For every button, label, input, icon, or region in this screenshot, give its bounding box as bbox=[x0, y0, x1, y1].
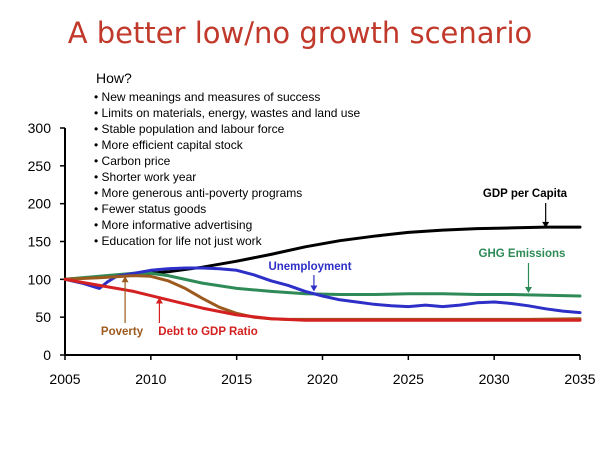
annotation-arrowhead bbox=[310, 285, 318, 292]
x-tick-label: 2020 bbox=[307, 371, 338, 387]
series-label-unemployment: Unemployment bbox=[268, 261, 351, 273]
x-tick-label: 2005 bbox=[49, 371, 80, 387]
series-line-ghg bbox=[63, 271, 582, 298]
y-tick-label: 200 bbox=[28, 196, 52, 212]
how-heading: How? bbox=[96, 70, 132, 86]
how-item: Shorter work year bbox=[94, 169, 360, 185]
series-label-poverty: Poverty bbox=[101, 326, 144, 338]
annotation-arrowhead bbox=[542, 221, 550, 228]
y-tick-label: 250 bbox=[28, 158, 52, 174]
series-label-ghg: GHG Emissions bbox=[479, 248, 566, 260]
y-tick-label: 150 bbox=[28, 234, 52, 250]
y-tick-label: 0 bbox=[43, 347, 51, 363]
how-list: New meanings and measures of success Lim… bbox=[94, 89, 361, 249]
how-item: Education for life not just work bbox=[94, 233, 360, 249]
how-item: Limits on materials, energy, wastes and … bbox=[94, 105, 361, 121]
y-tick-label: 50 bbox=[35, 309, 51, 325]
how-item: More informative advertising bbox=[94, 217, 360, 233]
x-tick-label: 2015 bbox=[221, 371, 252, 387]
x-tick-label: 2025 bbox=[393, 371, 424, 387]
series-label-gdp: GDP per Capita bbox=[483, 188, 568, 200]
how-item: Fewer status goods bbox=[94, 201, 360, 217]
series-line-debt bbox=[63, 277, 582, 322]
series-label-debt: Debt to GDP Ratio bbox=[158, 326, 257, 338]
how-item: More generous anti-poverty programs bbox=[94, 185, 360, 201]
annotation-arrowhead bbox=[525, 286, 532, 293]
how-item: Carbon price bbox=[94, 153, 360, 169]
series-line-unemployment bbox=[63, 266, 582, 315]
x-tick-label: 2030 bbox=[479, 371, 510, 387]
y-tick-label: 300 bbox=[28, 120, 52, 136]
how-item: Stable population and labour force bbox=[94, 121, 360, 137]
x-tick-label: 2010 bbox=[135, 371, 166, 387]
annotation-arrowhead bbox=[121, 276, 129, 283]
page-title: A better low/no growth scenario bbox=[67, 16, 533, 50]
y-tick-label: 100 bbox=[28, 271, 52, 287]
annotation-arrowhead bbox=[155, 297, 163, 304]
how-item: New meanings and measures of success bbox=[94, 89, 360, 105]
x-tick-label: 2035 bbox=[564, 371, 595, 387]
how-item: More efficient capital stock bbox=[94, 137, 360, 153]
